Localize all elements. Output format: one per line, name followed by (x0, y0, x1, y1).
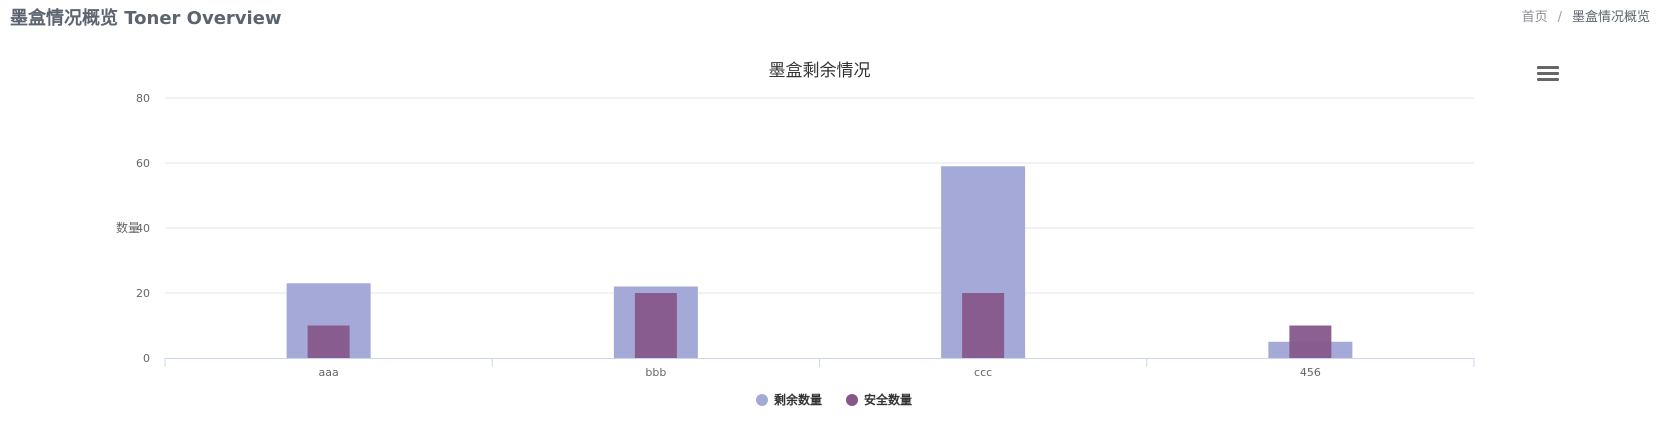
bar-safety (634, 293, 677, 358)
page-title: 墨盒情况概览 Toner Overview (10, 8, 282, 29)
breadcrumb-home-link[interactable]: 首页 (1521, 10, 1548, 25)
legend-item-safety[interactable]: 安全数量 (846, 392, 912, 407)
bar-safety (307, 325, 350, 358)
chart-container: 墨盒剩余情况 0 20 40 60 80 数量 aaa bbb ccc 456 剩余数量 安全数量 (0, 40, 1660, 443)
y-tick-label: 60 (136, 157, 150, 170)
legend-marker (846, 394, 858, 406)
y-tick-label: 0 (143, 352, 150, 365)
y-tick-label: 40 (136, 222, 150, 235)
bar-safety (1289, 325, 1332, 358)
bar-chart: 墨盒剩余情况 0 20 40 60 80 数量 aaa bbb ccc 456 剩余数量 安全数量 (116, 61, 1475, 407)
legend-label: 安全数量 (864, 392, 912, 407)
bar-safety (962, 293, 1005, 358)
y-tick-label: 80 (136, 92, 150, 105)
x-tick-label: 456 (1300, 366, 1321, 379)
x-tick-label: ccc (974, 366, 992, 379)
legend-marker (756, 394, 768, 406)
breadcrumb-separator: / (1557, 10, 1562, 25)
x-tick-label: aaa (319, 366, 339, 379)
x-tick-label: bbb (645, 366, 666, 379)
y-axis-label: 数量 (116, 220, 140, 235)
legend-label: 剩余数量 (774, 392, 822, 407)
hamburger-menu-icon[interactable] (1537, 66, 1559, 82)
breadcrumb: 首页 / 墨盒情况概览 (1522, 6, 1650, 25)
breadcrumb-current: 墨盒情况概览 (1571, 10, 1650, 25)
legend-item-remaining[interactable]: 剩余数量 (756, 392, 822, 407)
page-header: 墨盒情况概览 Toner Overview 首页 / 墨盒情况概览 (0, 0, 1660, 36)
y-tick-label: 20 (136, 287, 150, 300)
chart-title: 墨盒剩余情况 (769, 61, 871, 81)
